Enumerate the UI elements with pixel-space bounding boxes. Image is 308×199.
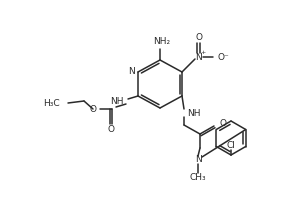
Text: +: + bbox=[201, 51, 206, 56]
Text: NH: NH bbox=[187, 109, 201, 118]
Text: N: N bbox=[195, 155, 201, 165]
Text: NH₂: NH₂ bbox=[153, 37, 171, 47]
Text: N: N bbox=[195, 53, 201, 61]
Text: H₃C: H₃C bbox=[43, 99, 60, 107]
Text: O: O bbox=[195, 33, 202, 43]
Text: O: O bbox=[219, 120, 226, 129]
Text: O⁻: O⁻ bbox=[218, 53, 230, 61]
Text: O: O bbox=[107, 126, 115, 135]
Text: Cl: Cl bbox=[227, 140, 235, 149]
Text: O: O bbox=[89, 104, 96, 113]
Text: NH: NH bbox=[111, 98, 124, 106]
Text: CH₃: CH₃ bbox=[190, 174, 206, 182]
Text: N: N bbox=[128, 66, 135, 75]
